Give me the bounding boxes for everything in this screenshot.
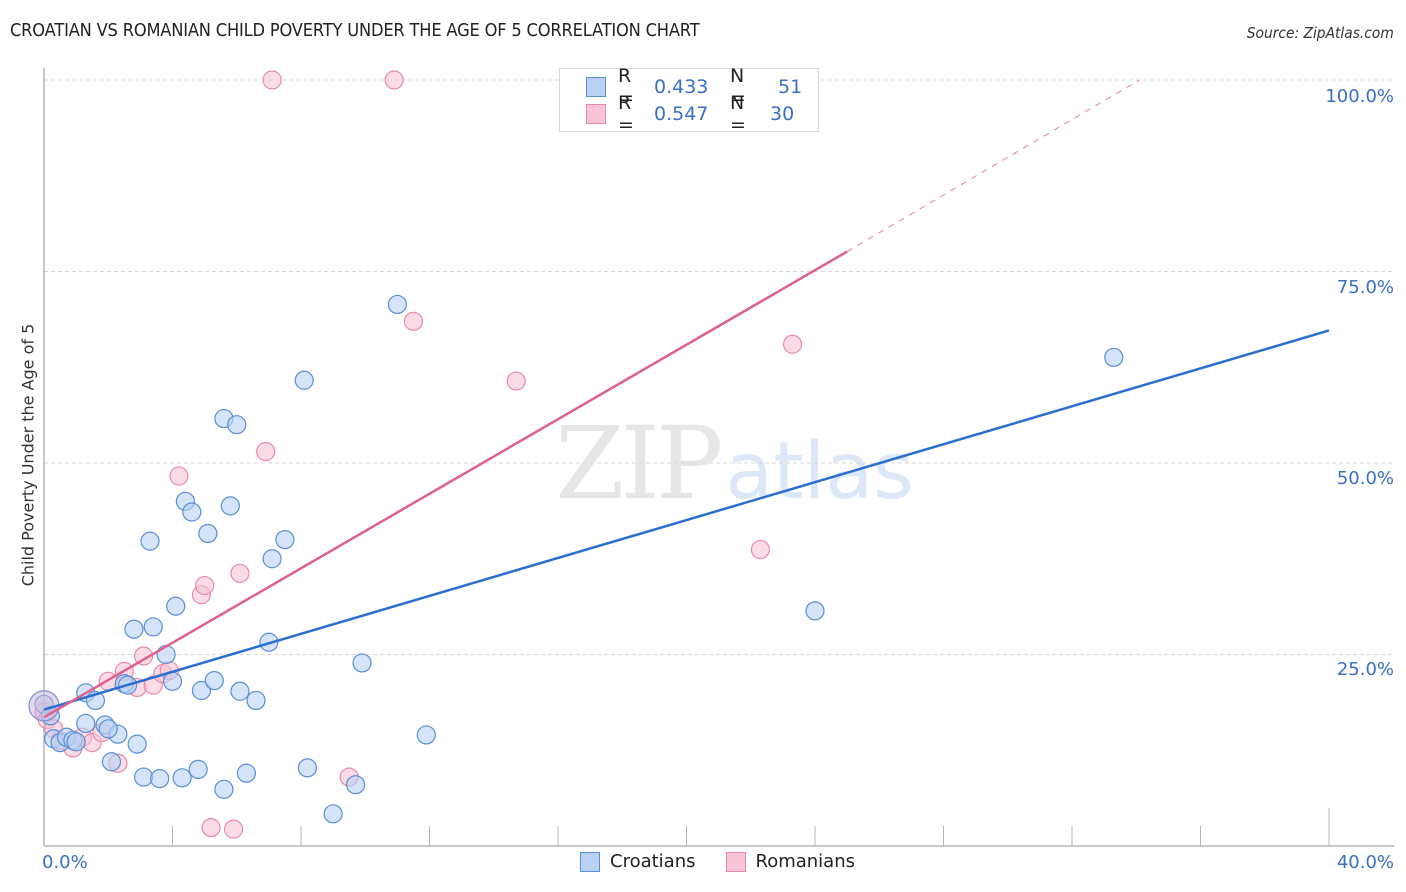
data-point xyxy=(133,646,154,666)
legend-row-croatians: R = 0.433 N = 51 xyxy=(586,65,803,109)
croatians-swatch xyxy=(586,77,606,97)
romanians-swatch xyxy=(586,104,606,124)
r-value: 0.433 xyxy=(654,76,709,98)
data-point xyxy=(220,496,240,516)
data-point xyxy=(346,775,366,795)
data-point xyxy=(166,596,186,616)
data-point xyxy=(150,768,170,789)
y-tick-100: 100.0% xyxy=(1325,86,1394,107)
data-point xyxy=(162,671,183,691)
data-point xyxy=(204,670,224,691)
data-point xyxy=(201,818,221,838)
data-point xyxy=(805,601,825,621)
data-point xyxy=(246,690,266,711)
n-label: N = xyxy=(730,92,746,136)
series-legend: Croatians Romanians xyxy=(580,851,885,872)
data-point xyxy=(323,804,343,824)
croatians-points xyxy=(28,294,1124,824)
stats-legend: R = 0.433 N = 51 R = 0.547 N = 30 xyxy=(559,65,819,136)
data-point xyxy=(101,752,122,772)
data-point xyxy=(198,523,218,544)
data-point xyxy=(169,466,189,486)
n-value: 51 xyxy=(778,76,803,98)
croatians-swatch xyxy=(580,851,600,872)
source-label: Source: ZipAtlas.com xyxy=(1247,24,1394,42)
legend-row-romanians: R = 0.547 N = 30 xyxy=(586,92,795,136)
data-point xyxy=(384,70,404,90)
data-point xyxy=(98,719,118,739)
data-point xyxy=(262,549,282,569)
data-point xyxy=(133,767,154,787)
romanians-swatch xyxy=(725,851,746,872)
romanians-trendline-extension xyxy=(846,79,1140,253)
data-point xyxy=(124,619,144,639)
n-label: N = xyxy=(730,65,746,109)
data-point xyxy=(403,311,424,331)
data-point xyxy=(236,763,256,783)
data-point xyxy=(156,644,176,665)
data-point xyxy=(214,779,234,799)
data-point xyxy=(1104,347,1124,367)
trendlines xyxy=(43,79,1330,719)
r-label: R = xyxy=(618,65,634,109)
data-point xyxy=(76,713,96,734)
data-point xyxy=(223,819,244,839)
data-point xyxy=(66,732,86,752)
data-point xyxy=(352,653,372,673)
data-point xyxy=(143,617,163,637)
data-point xyxy=(191,680,212,701)
data-point xyxy=(140,531,160,551)
legend-label: Romanians xyxy=(755,851,856,872)
data-point xyxy=(230,681,250,701)
data-point xyxy=(172,768,192,788)
legend-item-romanians[interactable]: Romanians xyxy=(725,851,856,872)
data-point xyxy=(195,575,215,596)
x-tick-min: 0.0% xyxy=(42,852,88,873)
data-point xyxy=(256,441,276,462)
axes xyxy=(43,68,1394,847)
data-point xyxy=(782,334,803,354)
data-point xyxy=(182,502,202,522)
data-point xyxy=(297,758,318,778)
romanians-points xyxy=(34,70,803,839)
n-value: 30 xyxy=(770,103,795,125)
data-point xyxy=(416,725,436,745)
y-tick-50: 50.0% xyxy=(1336,468,1394,489)
legend-item-croatians[interactable]: Croatians xyxy=(580,851,696,872)
data-point xyxy=(127,734,147,754)
y-tick-25: 25.0% xyxy=(1336,659,1394,680)
legend-label: Croatians xyxy=(610,851,696,872)
data-point xyxy=(227,415,247,435)
data-point xyxy=(294,370,314,390)
romanians-trendline xyxy=(43,250,848,719)
chart-title: CROATIAN VS ROMANIAN CHILD POVERTY UNDER… xyxy=(10,21,700,41)
data-point xyxy=(262,70,282,90)
data-point xyxy=(188,759,208,780)
y-tick-75: 75.0% xyxy=(1336,277,1394,298)
data-point xyxy=(750,539,770,560)
data-point xyxy=(387,294,407,315)
data-point xyxy=(275,529,295,550)
r-label: R = xyxy=(618,92,634,136)
data-point xyxy=(230,563,250,583)
x-tick-max: 40.0% xyxy=(1336,852,1394,873)
croatians-trendline xyxy=(43,329,1330,711)
data-point xyxy=(506,371,526,391)
r-value: 0.547 xyxy=(654,103,709,125)
